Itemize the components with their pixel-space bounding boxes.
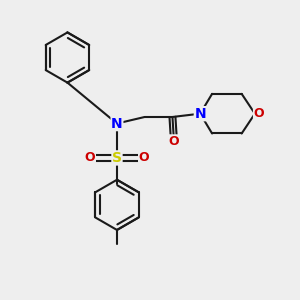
- Text: O: O: [254, 107, 264, 120]
- Text: N: N: [194, 107, 206, 121]
- Text: O: O: [139, 152, 149, 164]
- Text: N: N: [111, 117, 123, 130]
- Text: O: O: [85, 152, 95, 164]
- Text: O: O: [169, 135, 179, 148]
- Text: S: S: [112, 151, 122, 165]
